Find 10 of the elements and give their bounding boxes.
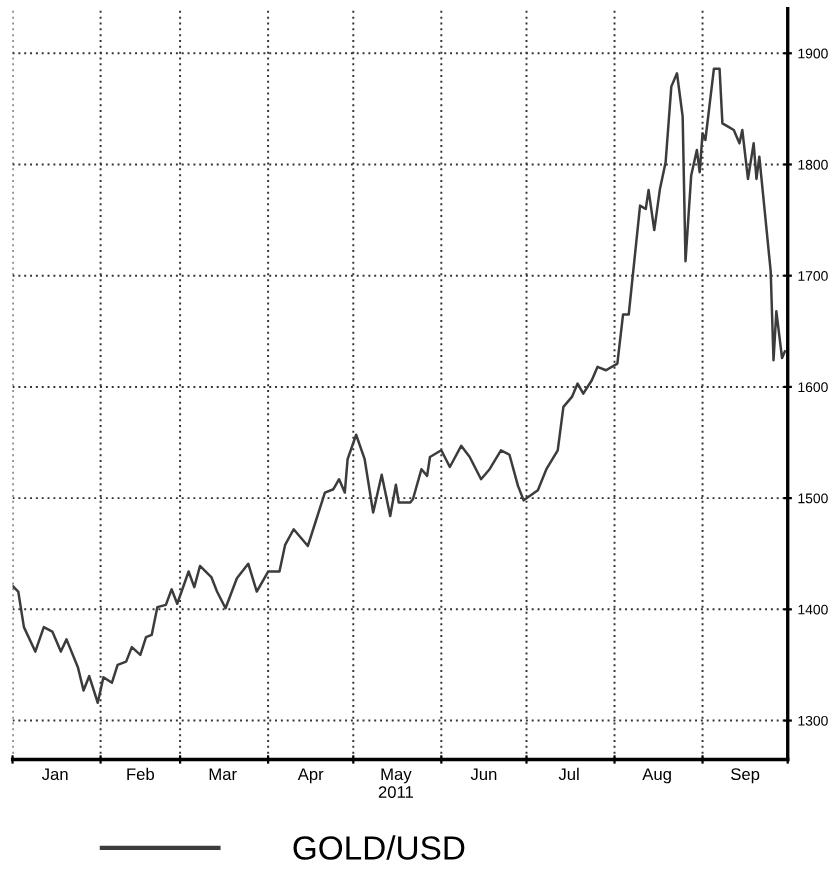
x-tick-label: Jul xyxy=(558,767,579,781)
x-tick-label: Aug xyxy=(642,768,671,784)
x-tick-label: Jan xyxy=(41,768,68,781)
legend-label: GOLD/USD xyxy=(293,835,465,860)
x-tick-label: Mar xyxy=(209,768,237,781)
x-tick-label: Apr xyxy=(297,768,324,784)
x-tick-label: Feb xyxy=(127,767,154,781)
x-tick-label: Sep xyxy=(731,768,760,784)
x-tick-label: Jun xyxy=(470,768,497,781)
x-tick-label: May 2011 xyxy=(378,768,413,798)
